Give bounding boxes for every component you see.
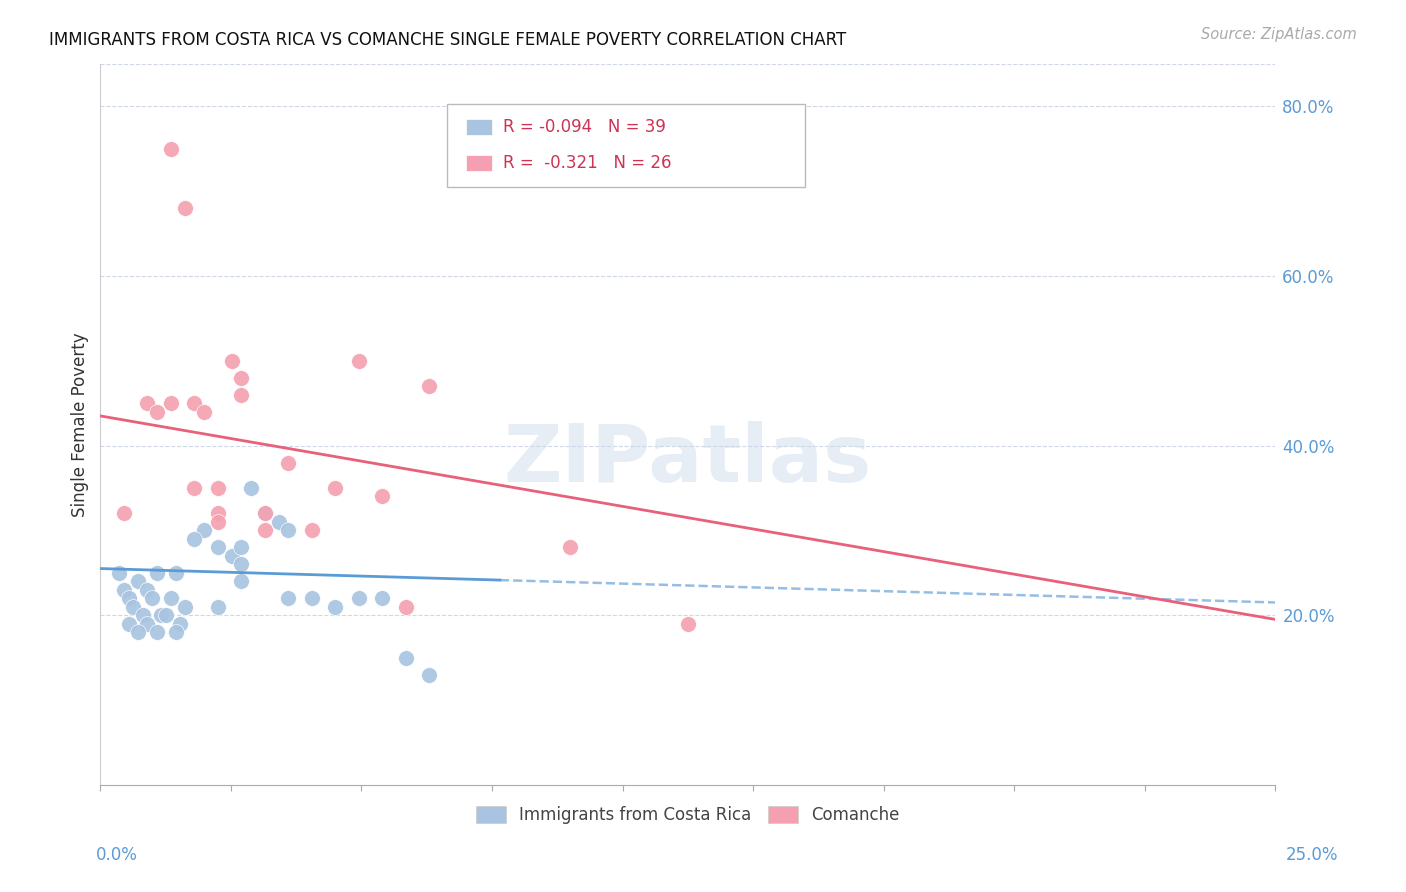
Point bbox=[136, 582, 159, 597]
Text: 0.0%: 0.0% bbox=[96, 846, 138, 863]
Point bbox=[253, 507, 276, 521]
Point bbox=[231, 558, 253, 572]
Text: IMMIGRANTS FROM COSTA RICA VS COMANCHE SINGLE FEMALE POVERTY CORRELATION CHART: IMMIGRANTS FROM COSTA RICA VS COMANCHE S… bbox=[49, 31, 846, 49]
Point bbox=[160, 396, 183, 410]
Point bbox=[183, 481, 205, 495]
Point bbox=[165, 566, 187, 580]
Point bbox=[183, 396, 205, 410]
Point bbox=[231, 574, 253, 589]
Point bbox=[165, 625, 187, 640]
Point bbox=[136, 396, 159, 410]
Point bbox=[169, 616, 191, 631]
Point bbox=[267, 515, 290, 529]
Point bbox=[160, 142, 183, 156]
FancyBboxPatch shape bbox=[465, 119, 492, 135]
Point bbox=[277, 591, 299, 606]
Point bbox=[122, 599, 145, 614]
Point bbox=[418, 379, 440, 393]
Point bbox=[207, 481, 229, 495]
Point bbox=[301, 524, 323, 538]
Point bbox=[277, 456, 299, 470]
Point bbox=[418, 667, 440, 681]
Y-axis label: Single Female Poverty: Single Female Poverty bbox=[72, 332, 89, 516]
Legend: Immigrants from Costa Rica, Comanche: Immigrants from Costa Rica, Comanche bbox=[470, 799, 907, 830]
Point bbox=[207, 541, 229, 555]
Point bbox=[117, 616, 139, 631]
Point bbox=[231, 371, 253, 385]
Point bbox=[193, 524, 215, 538]
Point bbox=[112, 582, 135, 597]
Point bbox=[183, 532, 205, 546]
Text: R =  -0.321   N = 26: R = -0.321 N = 26 bbox=[503, 154, 672, 172]
Text: R = -0.094   N = 39: R = -0.094 N = 39 bbox=[503, 118, 666, 136]
Point bbox=[239, 481, 262, 495]
Text: ZIPatlas: ZIPatlas bbox=[503, 421, 872, 500]
Point bbox=[277, 524, 299, 538]
Point bbox=[231, 541, 253, 555]
Point bbox=[207, 599, 229, 614]
Point bbox=[193, 405, 215, 419]
Point bbox=[145, 566, 167, 580]
Point bbox=[207, 507, 229, 521]
Point bbox=[174, 201, 197, 215]
Point bbox=[221, 549, 243, 563]
Point bbox=[127, 574, 149, 589]
Point bbox=[253, 507, 276, 521]
Point bbox=[112, 507, 135, 521]
Point bbox=[117, 591, 139, 606]
Point bbox=[347, 354, 370, 368]
Point bbox=[145, 405, 167, 419]
FancyBboxPatch shape bbox=[447, 103, 806, 186]
Text: Source: ZipAtlas.com: Source: ZipAtlas.com bbox=[1201, 27, 1357, 42]
Point bbox=[560, 541, 582, 555]
Point bbox=[108, 566, 131, 580]
Point bbox=[395, 650, 418, 665]
Point bbox=[174, 599, 197, 614]
Point bbox=[395, 599, 418, 614]
Point bbox=[371, 591, 394, 606]
Point bbox=[160, 591, 183, 606]
Point bbox=[221, 354, 243, 368]
Point bbox=[325, 599, 347, 614]
Point bbox=[207, 515, 229, 529]
Point bbox=[136, 616, 159, 631]
Point bbox=[371, 490, 394, 504]
FancyBboxPatch shape bbox=[465, 155, 492, 171]
Point bbox=[155, 608, 177, 623]
Point bbox=[141, 591, 163, 606]
Point bbox=[325, 481, 347, 495]
Text: 25.0%: 25.0% bbox=[1286, 846, 1339, 863]
Point bbox=[131, 608, 153, 623]
Point bbox=[231, 388, 253, 402]
Point bbox=[347, 591, 370, 606]
Point bbox=[150, 608, 173, 623]
Point bbox=[127, 625, 149, 640]
Point bbox=[676, 616, 699, 631]
Point bbox=[301, 591, 323, 606]
Point bbox=[145, 625, 167, 640]
Point bbox=[253, 524, 276, 538]
